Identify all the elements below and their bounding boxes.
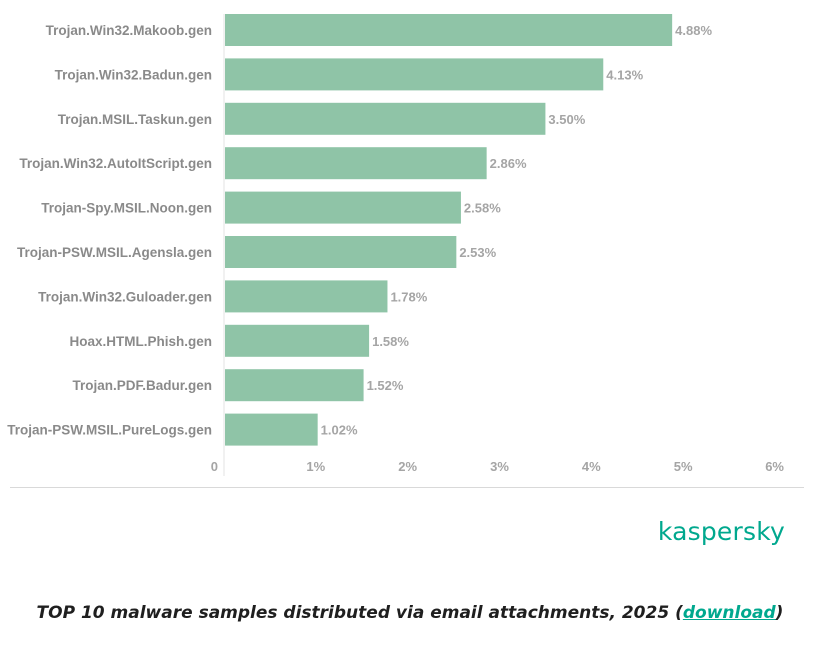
category-label: Trojan.Win32.Badun.gen xyxy=(55,67,212,82)
category-label: Trojan.PDF.Badur.gen xyxy=(72,378,212,393)
category-label: Hoax.HTML.Phish.gen xyxy=(69,334,212,349)
bar-chart: Trojan.Win32.Makoob.gen 4.88% Trojan.Win32… xyxy=(7,14,784,476)
value-label: 2.86% xyxy=(490,156,527,171)
bar xyxy=(225,191,461,224)
value-label: 1.52% xyxy=(367,378,404,393)
category-label: Trojan.Win32.Makoob.gen xyxy=(46,23,212,38)
x-tick-label: 5% xyxy=(674,459,693,474)
download-link[interactable]: download xyxy=(682,603,776,623)
value-label: 4.88% xyxy=(675,23,712,38)
kaspersky-logo: kaspersky xyxy=(657,517,785,546)
bar xyxy=(225,369,364,402)
x-tick-label: 4% xyxy=(582,459,601,474)
x-tick-label: 3% xyxy=(490,459,509,474)
x-tick-label: 1% xyxy=(306,459,325,474)
bar xyxy=(225,280,388,313)
bar xyxy=(225,236,457,268)
caption-text: TOP 10 malware samples distributed via e… xyxy=(36,603,670,623)
category-label: Trojan.MSIL.Taskun.gen xyxy=(58,112,212,127)
bar xyxy=(225,102,546,135)
x-tick-label: 6% xyxy=(765,459,784,474)
value-label: 4.13% xyxy=(606,67,643,82)
chart-caption: TOP 10 malware samples distributed via e… xyxy=(0,603,820,623)
value-label: 2.58% xyxy=(464,201,501,216)
bar xyxy=(225,413,318,446)
x-tick-label: 2% xyxy=(398,459,417,474)
category-label: Trojan-Spy.MSIL.Noon.gen xyxy=(41,201,212,216)
bar xyxy=(225,147,487,180)
category-label: Trojan.Win32.Guloader.gen xyxy=(38,289,212,304)
category-label: Trojan-PSW.MSIL.PureLogs.gen xyxy=(7,423,212,438)
x-tick-label: 0 xyxy=(211,459,218,474)
bar xyxy=(225,324,370,357)
divider xyxy=(10,487,804,488)
bar xyxy=(225,58,604,91)
value-label: 1.58% xyxy=(372,334,409,349)
value-label: 3.50% xyxy=(548,112,585,127)
bar xyxy=(225,14,673,46)
value-label: 2.53% xyxy=(459,245,496,260)
value-label: 1.02% xyxy=(321,423,358,438)
category-label: Trojan-PSW.MSIL.Agensla.gen xyxy=(17,245,212,260)
bars-layer: Trojan.Win32.Makoob.gen 4.88% Trojan.Win32… xyxy=(7,14,784,474)
value-label: 1.78% xyxy=(390,289,427,304)
caption-close-paren: ) xyxy=(775,603,784,623)
category-label: Trojan.Win32.AutoItScript.gen xyxy=(19,156,212,171)
caption-open-paren: ( xyxy=(669,603,683,623)
